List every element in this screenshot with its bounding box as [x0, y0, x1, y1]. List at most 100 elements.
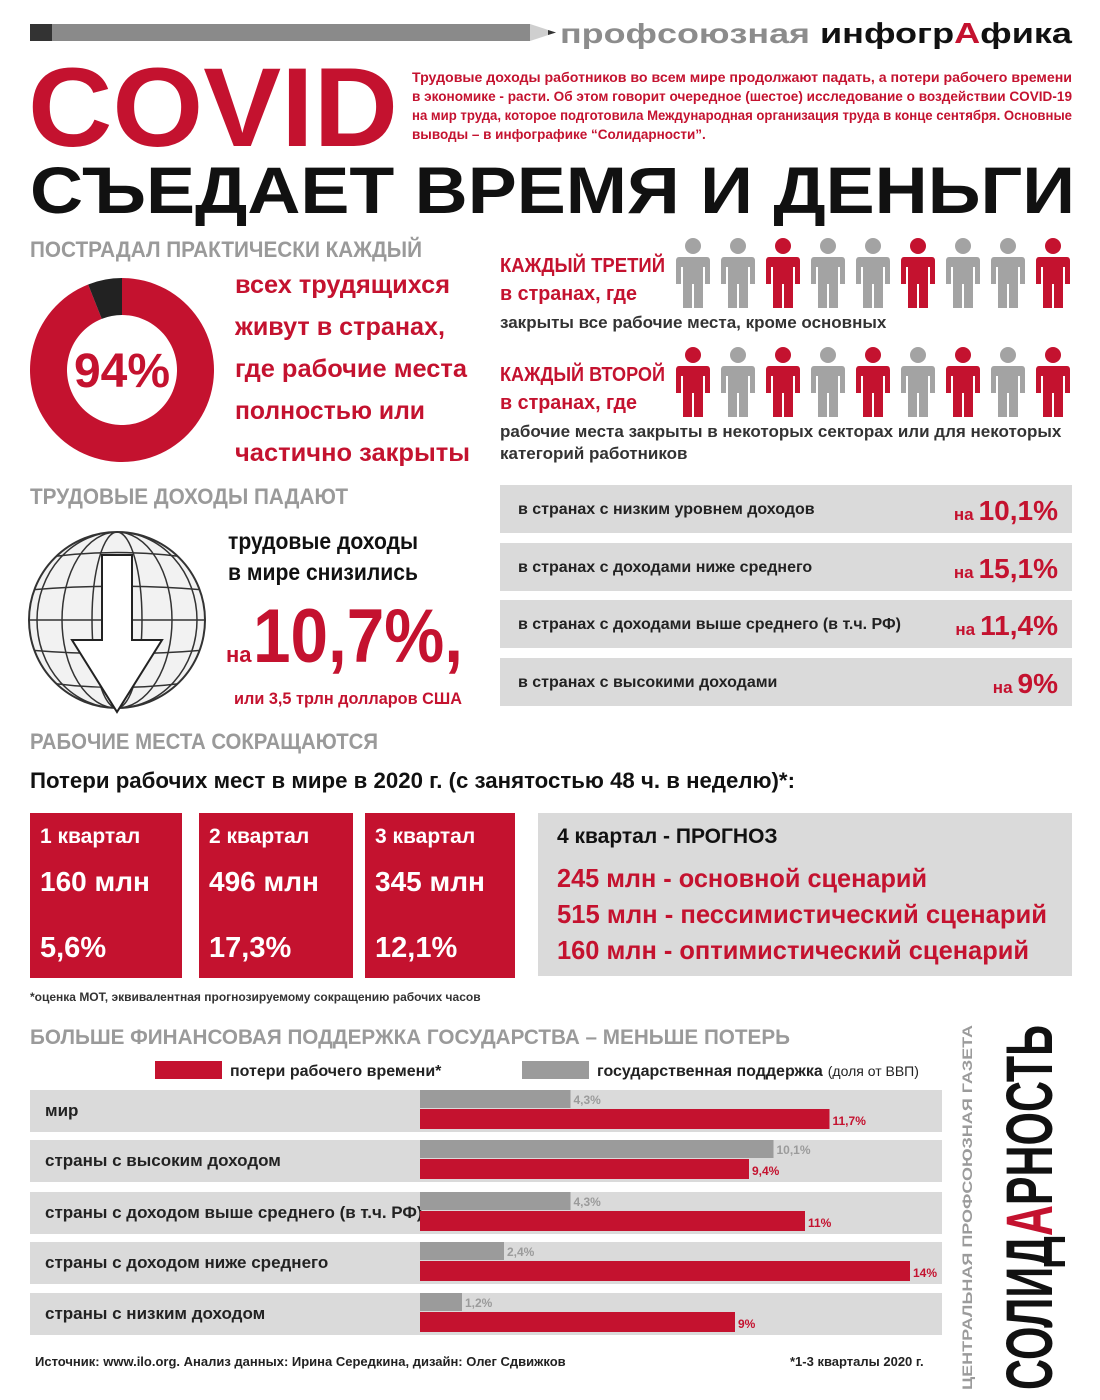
income-row-value: на 9%	[993, 668, 1058, 699]
income-row-prefix: на	[954, 505, 974, 524]
income-row-prefix: на	[954, 563, 974, 582]
income-row-number: 10,1%	[979, 495, 1058, 526]
person-body	[676, 366, 710, 417]
section-heading: ПОСТРАДАЛ ПРАКТИЧЕСКИ КАЖДЫЙ	[30, 237, 422, 262]
income-row-value: на 10,1%	[954, 495, 1058, 526]
legend-name: потери рабочего времени*	[230, 1063, 442, 1080]
bar-value-label: 1,2%	[465, 1296, 493, 1310]
person-body	[676, 257, 710, 308]
intro-line: в экономике - расти. Об этом говорит оче…	[412, 89, 1072, 104]
person-icon	[856, 238, 890, 308]
person-body	[856, 257, 890, 308]
person-icon	[946, 347, 980, 417]
person-icon	[766, 238, 800, 308]
person-icon	[811, 347, 845, 417]
income-row-number: 11,4%	[980, 610, 1058, 641]
down-arrow	[70, 554, 164, 714]
legend-label: государственная поддержка (доля от ВВП)	[597, 1063, 919, 1080]
quarter-box	[199, 813, 353, 978]
person-head	[775, 238, 791, 254]
bar	[420, 1159, 749, 1179]
bar	[420, 1192, 571, 1210]
income-row-label: в странах с доходами выше среднего (в т.…	[518, 616, 901, 633]
group-text: закрыты все рабочие места, кроме основны…	[500, 313, 887, 332]
person-head	[730, 347, 746, 363]
person-head	[865, 347, 881, 363]
category-label: страны с доходом выше среднего (в т.ч. Р…	[45, 1203, 423, 1222]
intro-line: Трудовые доходы работников во всем мире …	[412, 70, 1072, 85]
affected-text: всех трудящихся	[235, 271, 450, 299]
legend-label: потери рабочего времени*	[230, 1063, 442, 1080]
bar	[420, 1109, 830, 1129]
person-body	[1036, 366, 1070, 417]
income-row-prefix: на	[993, 678, 1013, 697]
section-heading: ТРУДОВЫЕ ДОХОДЫ ПАДАЮТ	[30, 484, 349, 509]
bar-value-label: 11,7%	[833, 1114, 867, 1128]
person-body	[766, 366, 800, 417]
person-icon	[991, 238, 1025, 308]
person-icon	[811, 238, 845, 308]
pencil-end	[30, 24, 52, 41]
person-head	[1045, 347, 1061, 363]
bar	[420, 1140, 774, 1158]
person-body	[721, 366, 755, 417]
income-row-label: в странах с низким уровнем доходов	[518, 501, 815, 518]
bar-value-label: 14%	[913, 1266, 937, 1280]
forecast-box	[538, 813, 1072, 976]
income-text: в мире снизились	[228, 559, 418, 585]
jobs-subtitle: Потери рабочих мест в мире в 2020 г. (с …	[30, 768, 795, 793]
group-where: в странах, где	[500, 283, 637, 305]
person-head	[1045, 238, 1061, 254]
group-text: рабочие места закрыты в некоторых сектор…	[500, 422, 1062, 441]
newspaper-logo: СОЛИДАРНОСТЬ	[992, 1025, 1066, 1390]
intro-line: выводы – в инфографике “Солидарности”.	[412, 127, 706, 142]
bar-value-label: 4,3%	[574, 1093, 602, 1107]
person-head	[865, 238, 881, 254]
person-head	[1000, 238, 1016, 254]
quarter-share: 17,3%	[209, 932, 291, 964]
bar	[420, 1293, 462, 1311]
pencil-body	[30, 24, 530, 41]
income-row-value: на 15,1%	[954, 553, 1058, 584]
person-body	[901, 366, 935, 417]
quarter-name: 2 квартал	[209, 825, 309, 848]
person-body	[946, 366, 980, 417]
person-head	[685, 238, 701, 254]
legend-name: государственная поддержка	[597, 1063, 823, 1080]
group-title: КАЖДЫЙ ВТОРОЙ	[500, 362, 665, 386]
logo-part: фика	[980, 18, 1073, 50]
forecast-line: 160 млн - оптимистический сценарий	[557, 935, 1029, 965]
donut-label: 94%	[74, 345, 170, 398]
income-row-prefix: на	[955, 620, 975, 639]
affected-text: где рабочие места	[235, 355, 468, 383]
income-row-value: на 11,4%	[955, 610, 1058, 641]
legend-swatch	[155, 1061, 222, 1079]
person-head	[910, 238, 926, 254]
affected-text: живут в странах,	[234, 313, 445, 341]
affected-text: полностью или	[235, 397, 425, 425]
income-row	[500, 543, 1072, 591]
forecast-line: 245 млн - основной сценарий	[557, 863, 927, 893]
donut-rest	[88, 278, 122, 319]
person-icon	[1036, 347, 1070, 417]
pencil-tip	[530, 24, 556, 41]
person-icon	[991, 347, 1025, 417]
pencil-lead	[548, 30, 556, 35]
income-row	[500, 600, 1072, 648]
income-text: трудовые доходы	[228, 528, 418, 554]
person-icon	[721, 238, 755, 308]
person-body	[811, 366, 845, 417]
forecast-line: 515 млн - пессимистический сценарий	[557, 899, 1047, 929]
bar	[420, 1211, 805, 1231]
person-icon	[766, 347, 800, 417]
newspaper-logo-part: А	[992, 1205, 1066, 1236]
income-row-label: в странах с доходами ниже среднего	[518, 559, 812, 576]
person-icon	[901, 347, 935, 417]
person-icon	[676, 347, 710, 417]
category-label: страны с доходом ниже среднего	[45, 1253, 328, 1272]
title: COVID	[28, 45, 398, 170]
person-icon	[901, 238, 935, 308]
legend-note: (доля от ВВП)	[828, 1063, 919, 1079]
bar	[420, 1090, 571, 1108]
group-title: КАЖДЫЙ ТРЕТИЙ	[500, 253, 665, 277]
